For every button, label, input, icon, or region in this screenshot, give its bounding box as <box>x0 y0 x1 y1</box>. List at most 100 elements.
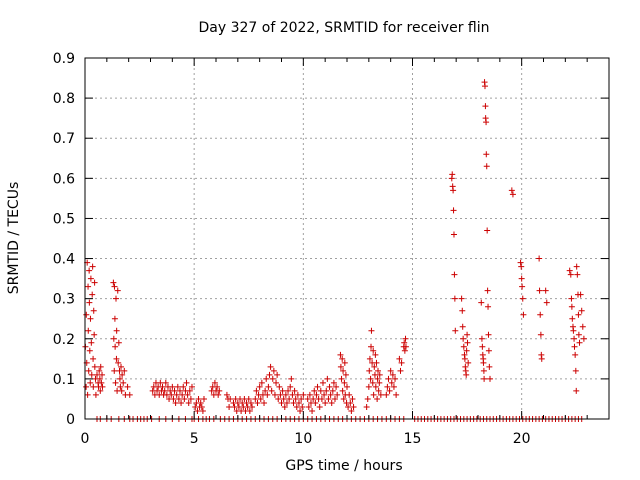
data-point <box>99 383 106 390</box>
data-point <box>91 363 98 370</box>
data-point <box>325 395 332 402</box>
data-point <box>254 399 261 406</box>
data-point <box>116 375 123 382</box>
data-point <box>288 375 295 382</box>
data-point <box>373 359 380 366</box>
data-point <box>291 387 298 394</box>
data-point <box>86 347 93 354</box>
data-point <box>113 295 120 302</box>
data-point <box>186 387 193 394</box>
data-point <box>480 359 487 366</box>
data-point <box>337 351 344 358</box>
data-point <box>518 275 525 282</box>
data-point <box>483 119 490 126</box>
data-point <box>183 379 190 386</box>
data-point <box>367 375 374 382</box>
data-point <box>286 395 293 402</box>
data-point <box>543 299 550 306</box>
data-point <box>199 407 206 414</box>
data-point <box>574 271 581 278</box>
data-point <box>368 327 375 334</box>
data-point <box>460 343 467 350</box>
data-point <box>161 387 168 394</box>
data-point <box>92 391 99 398</box>
data-point <box>111 367 118 374</box>
data-point <box>176 387 183 394</box>
data-point <box>85 327 92 334</box>
data-point <box>226 403 233 410</box>
data-point <box>299 403 306 410</box>
data-point <box>384 383 391 390</box>
data-point <box>458 295 465 302</box>
data-point <box>464 339 471 346</box>
data-point <box>478 335 485 342</box>
data-point <box>509 191 516 198</box>
data-point <box>481 375 488 382</box>
data-point <box>485 303 492 310</box>
data-point <box>364 395 371 402</box>
data-point <box>402 343 409 350</box>
data-point <box>463 371 470 378</box>
data-point <box>486 363 493 370</box>
data-point <box>385 375 392 382</box>
data-point <box>572 351 579 358</box>
data-point <box>309 407 316 414</box>
data-point <box>459 307 466 314</box>
data-point <box>330 379 337 386</box>
data-point <box>262 387 269 394</box>
data-point <box>88 371 95 378</box>
data-point <box>178 399 185 406</box>
x-tick-label: 0 <box>81 431 90 447</box>
data-point <box>374 395 381 402</box>
data-point <box>401 347 408 354</box>
data-point <box>578 307 585 314</box>
data-point <box>310 395 317 402</box>
data-point <box>519 283 526 290</box>
data-point <box>274 371 281 378</box>
data-point <box>162 379 169 386</box>
data-point <box>536 255 543 262</box>
data-point <box>172 399 179 406</box>
data-point <box>261 399 268 406</box>
data-point <box>119 371 126 378</box>
data-point <box>313 391 320 398</box>
data-point <box>340 395 347 402</box>
data-point <box>306 391 313 398</box>
data-point <box>402 335 409 342</box>
data-point <box>188 383 195 390</box>
x-tick-label: 5 <box>190 431 199 447</box>
data-point <box>290 399 297 406</box>
data-point <box>341 379 348 386</box>
data-point <box>312 399 319 406</box>
data-point <box>337 363 344 370</box>
data-point <box>280 395 287 402</box>
data-point <box>566 267 573 274</box>
data-point <box>295 399 302 406</box>
data-point <box>87 379 94 386</box>
data-point <box>257 395 264 402</box>
data-point <box>390 383 397 390</box>
data-point <box>86 267 93 274</box>
data-point <box>387 367 394 374</box>
data-point <box>376 371 383 378</box>
data-point <box>276 383 283 390</box>
data-point <box>366 367 373 374</box>
data-point <box>575 331 582 338</box>
data-point <box>537 311 544 318</box>
data-point <box>171 387 178 394</box>
data-point <box>339 387 346 394</box>
data-point <box>118 387 125 394</box>
data-point <box>246 407 253 414</box>
data-point <box>175 395 182 402</box>
data-point <box>279 387 286 394</box>
data-point <box>253 387 260 394</box>
data-point <box>278 399 285 406</box>
data-point <box>267 363 274 370</box>
data-point <box>311 387 318 394</box>
data-point <box>83 383 90 390</box>
data-point <box>111 315 118 322</box>
plot-frame <box>84 57 610 420</box>
data-point <box>464 331 471 338</box>
y-tick-label: 0.9 <box>53 51 75 67</box>
data-point <box>339 355 346 362</box>
